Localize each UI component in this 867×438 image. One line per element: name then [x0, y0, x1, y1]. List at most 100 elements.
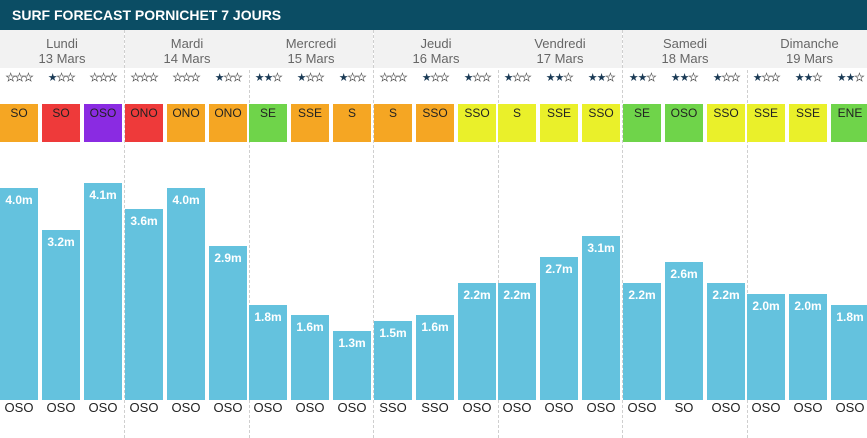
star-icon: ★ — [314, 72, 324, 85]
day-header: Vendredi 17 Mars — [498, 30, 622, 68]
day-header: Lundi 13 Mars — [0, 30, 124, 68]
day-column: Lundi 13 Mars ★★★ SO 4.0m OSO ★★★ SO 3.2m OSO ★★★ O… — [0, 30, 125, 438]
forecast-slot[interactable]: ★★★ OSO 4.1m OSO — [84, 30, 122, 438]
rating-stars: ★★★ — [291, 71, 329, 85]
rating-stars: ★★★ — [333, 71, 371, 85]
wind-direction: SSE — [795, 106, 820, 120]
wave-height-label: 2.9m — [214, 251, 242, 266]
swell-direction: OSO — [213, 400, 243, 415]
forecast-slot[interactable]: ★★★ SSE 2.0m OSO — [789, 30, 827, 438]
rating-stars: ★★★ — [582, 71, 620, 85]
day-date: 14 Mars — [163, 51, 211, 66]
wave-height-bar: 2.2m — [498, 283, 536, 400]
wind-direction: SE — [633, 106, 650, 120]
forecast-slot[interactable]: ★★★ ONO 4.0m OSO — [167, 30, 205, 438]
swell-direction: OSO — [171, 400, 201, 415]
swell-direction: SSO — [379, 400, 407, 415]
swell-direction: OSO — [711, 400, 741, 415]
day-date: 15 Mars — [287, 51, 335, 66]
forecast-slot[interactable]: ★★★ S 1.5m SSO — [374, 30, 412, 438]
star-icon: ★ — [272, 72, 282, 85]
star-icon: ★ — [628, 72, 639, 84]
rating-stars: ★★★ — [789, 71, 827, 85]
star-icon: ★ — [430, 72, 440, 85]
wind-direction: SO — [52, 106, 70, 120]
star-icon: ★ — [139, 72, 149, 85]
wind-box: S — [333, 104, 371, 142]
day-column: Mardi 14 Mars ★★★ ONO 3.6m OSO ★★★ ONO 4.0m OSO ★★… — [125, 30, 250, 438]
star-icon: ★ — [356, 72, 366, 85]
swell-direction: OSO — [253, 400, 283, 415]
wave-height-bar: 2.6m — [665, 262, 703, 400]
star-icon: ★ — [23, 72, 33, 85]
forecast-slot[interactable]: ★★★ SSE 2.7m OSO — [540, 30, 578, 438]
wind-direction: SSE — [297, 106, 322, 120]
star-icon: ★ — [254, 72, 265, 84]
day-date: 18 Mars — [661, 51, 709, 66]
forecast-slot[interactable]: ★★★ SSO 2.2m OSO — [458, 30, 496, 438]
star-icon: ★ — [190, 72, 200, 85]
forecast-slot[interactable]: ★★★ SE 1.8m OSO — [249, 30, 287, 438]
rating-stars: ★★★ — [665, 71, 703, 85]
wind-box: ONO — [167, 104, 205, 142]
wave-height-bar: 1.8m — [249, 304, 287, 400]
rating-stars: ★★★ — [416, 71, 454, 85]
wind-direction: ENE — [837, 106, 863, 120]
swell-direction: OSO — [462, 400, 492, 415]
day-column: Vendredi 17 Mars ★★★ S 2.2m OSO ★★★ SSE 2.7m OSO ★… — [498, 30, 623, 438]
wind-box: SSO — [458, 104, 496, 142]
forecast-slot[interactable]: ★★★ ONO 2.9m OSO — [209, 30, 247, 438]
wave-height-bar: 2.7m — [540, 256, 578, 400]
star-icon: ★ — [148, 72, 158, 85]
star-icon: ★ — [65, 72, 75, 85]
wind-direction: SO — [10, 106, 28, 120]
forecast-slot[interactable]: ★★★ S 1.3m OSO — [333, 30, 371, 438]
swell-direction: OSO — [586, 400, 616, 415]
rating-stars: ★★★ — [167, 71, 205, 85]
swell-direction: OSO — [4, 400, 34, 415]
day-header: Mardi 14 Mars — [125, 30, 249, 68]
wave-height-label: 1.5m — [379, 325, 407, 340]
wind-box: SSE — [291, 104, 329, 142]
star-icon: ★ — [803, 72, 814, 84]
star-icon: ★ — [89, 72, 99, 85]
forecast-slot[interactable]: ★★★ ENE 1.8m OSO — [831, 30, 867, 438]
forecast-slot[interactable]: ★★★ SSE 2.0m OSO — [747, 30, 785, 438]
forecast-slot[interactable]: ★★★ SSO 2.2m OSO — [707, 30, 745, 438]
wave-height-bar: 1.6m — [416, 315, 454, 400]
star-icon: ★ — [463, 72, 474, 84]
rating-stars: ★★★ — [374, 71, 412, 85]
day-name: Mardi — [170, 36, 204, 51]
wind-box: SSE — [747, 104, 785, 142]
wave-height-label: 2.0m — [794, 299, 822, 313]
wave-height-bar: 2.0m — [747, 294, 785, 400]
wave-height-label: 1.3m — [338, 336, 366, 351]
day-name: Vendredi — [534, 36, 586, 51]
day-date: 17 Mars — [536, 51, 584, 66]
star-icon: ★ — [563, 72, 573, 85]
forecast-slot[interactable]: ★★★ SSO 3.1m OSO — [582, 30, 620, 438]
forecast-slot[interactable]: ★★★ SE 2.2m OSO — [623, 30, 661, 438]
star-icon: ★ — [56, 72, 66, 85]
wind-direction: OSO — [89, 106, 117, 120]
swell-direction: OSO — [544, 400, 574, 415]
forecast-slot[interactable]: ★★★ SO 4.0m OSO — [0, 30, 38, 438]
forecast-slot[interactable]: ★★★ ONO 3.6m OSO — [125, 30, 163, 438]
wind-box: S — [498, 104, 536, 142]
wave-height-label: 3.6m — [130, 214, 158, 229]
forecast-slot[interactable]: ★★★ S 2.2m OSO — [498, 30, 536, 438]
forecast-slot[interactable]: ★★★ SO 3.2m OSO — [42, 30, 80, 438]
wave-height-bar: 2.9m — [209, 246, 247, 400]
wind-box: SO — [0, 104, 38, 142]
forecast-slot[interactable]: ★★★ SSE 1.6m OSO — [291, 30, 329, 438]
wind-direction: OSO — [670, 106, 698, 120]
star-icon: ★ — [752, 72, 763, 84]
day-header: Jeudi 16 Mars — [374, 30, 498, 68]
wind-box: SSO — [582, 104, 620, 142]
star-icon: ★ — [845, 72, 856, 84]
forecast-slot[interactable]: ★★★ SSO 1.6m SSO — [416, 30, 454, 438]
wave-height-label: 3.2m — [47, 235, 75, 250]
rating-stars: ★★★ — [623, 71, 661, 85]
forecast-slot[interactable]: ★★★ OSO 2.6m SO — [665, 30, 703, 438]
wind-box: OSO — [665, 104, 703, 142]
